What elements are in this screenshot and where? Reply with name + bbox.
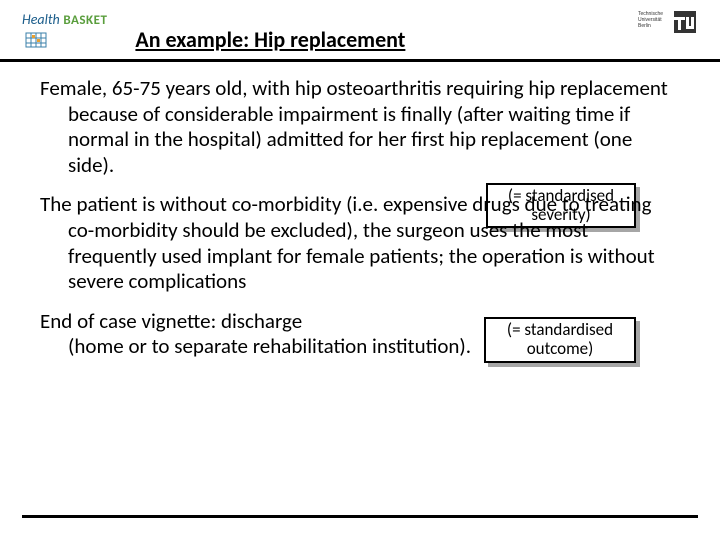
content-area: Female, 65-75 years old, with hip osteoa… bbox=[0, 62, 720, 360]
paragraph-2-text: The patient is without co-morbidity (i.e… bbox=[40, 191, 655, 294]
paragraph-1: Female, 65-75 years old, with hip osteoa… bbox=[40, 76, 672, 178]
slide-title: An example: Hip replacement bbox=[135, 26, 405, 53]
logo-tu-berlin: Technische Universität Berlin bbox=[638, 8, 698, 38]
svg-text:Berlin: Berlin bbox=[638, 23, 651, 29]
header: Health BASKET An example: Hip replacemen… bbox=[0, 0, 720, 62]
basket-icon bbox=[24, 31, 50, 53]
paragraph-1-wrap: Female, 65-75 years old, with hip osteoa… bbox=[40, 76, 672, 178]
paragraph-2-wrap: The patient is without co-morbidity (i.e… bbox=[40, 192, 672, 294]
footer-divider bbox=[22, 515, 698, 518]
paragraph-3: End of case vignette: discharge (home or… bbox=[40, 309, 672, 360]
paragraph-1-text: Female, 65-75 years old, with hip osteoa… bbox=[40, 75, 668, 178]
paragraph-2: The patient is without co-morbidity (i.e… bbox=[40, 192, 672, 294]
logo-health-text: Health bbox=[22, 11, 60, 28]
logo-text-block: Health BASKET bbox=[22, 10, 107, 53]
paragraph-3-line2: (home or to separate rehabilitation inst… bbox=[68, 333, 471, 359]
logo-basket-text: BASKET bbox=[63, 13, 107, 28]
paragraph-3-line1: End of case vignette: discharge bbox=[40, 308, 302, 334]
logo-health-basket: Health BASKET bbox=[22, 10, 107, 53]
